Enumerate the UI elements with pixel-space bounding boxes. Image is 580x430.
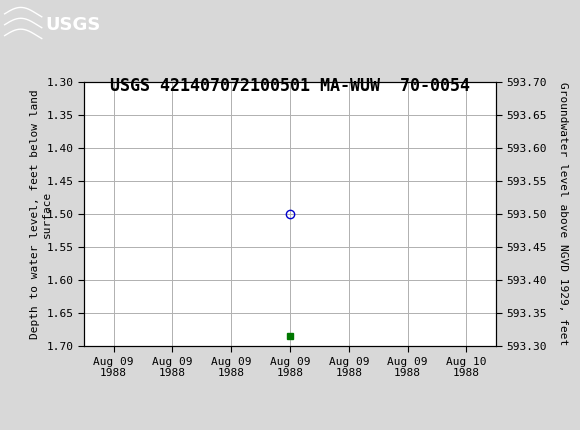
Text: USGS 421407072100501 MA-WUW  70-0054: USGS 421407072100501 MA-WUW 70-0054 — [110, 77, 470, 95]
Y-axis label: Depth to water level, feet below land
surface: Depth to water level, feet below land su… — [30, 89, 52, 339]
Y-axis label: Groundwater level above NGVD 1929, feet: Groundwater level above NGVD 1929, feet — [559, 82, 568, 346]
Text: USGS: USGS — [45, 16, 100, 34]
Legend: Period of approved data: Period of approved data — [178, 428, 402, 430]
